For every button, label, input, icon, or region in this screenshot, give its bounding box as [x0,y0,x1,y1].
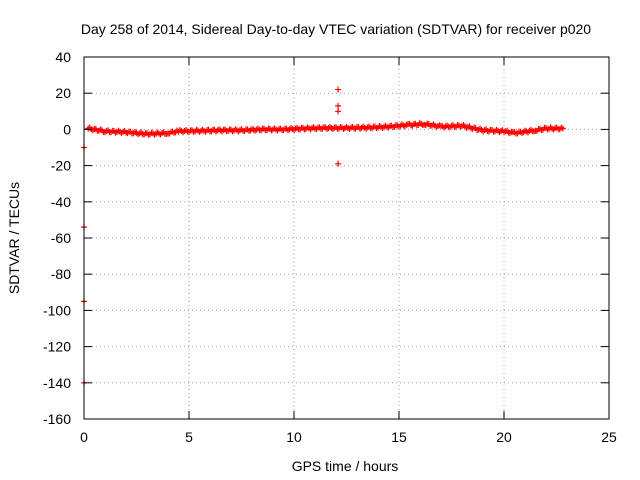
data-point [335,102,342,109]
x-tick-label: 20 [496,429,512,445]
tick-labels: 40 20 0 -20 -40 -60 -80 -100 -120 -140 -160 0 5 10 15 2… [43,49,617,445]
data-point [559,125,566,132]
x-tick-label: 25 [601,429,617,445]
y-tick-label: -60 [51,230,71,246]
y-tick-label: 20 [55,85,71,101]
axis-ticks [83,56,610,420]
y-tick-label: -140 [43,375,71,391]
y-tick-label: -120 [43,339,71,355]
y-tick-label: 0 [63,121,71,137]
y-tick-label: -40 [51,194,71,210]
data-point [335,108,342,115]
x-tick-label: 5 [185,429,193,445]
data-point [335,160,342,167]
data-point [335,86,342,93]
x-tick-label: 0 [80,429,88,445]
y-tick-label: -160 [43,411,71,427]
y-tick-label: 40 [55,49,71,65]
grid [84,57,609,419]
y-tick-label: -20 [51,158,71,174]
chart-title: Day 258 of 2014, Sidereal Day-to-day VTE… [81,21,591,37]
x-tick-label: 15 [391,429,407,445]
y-tick-label: -80 [51,266,71,282]
x-tick-label: 10 [286,429,302,445]
y-tick-label: -100 [43,302,71,318]
x-axis-label: GPS time / hours [292,458,399,474]
y-axis-label: SDTVAR / TECUs [6,182,22,294]
